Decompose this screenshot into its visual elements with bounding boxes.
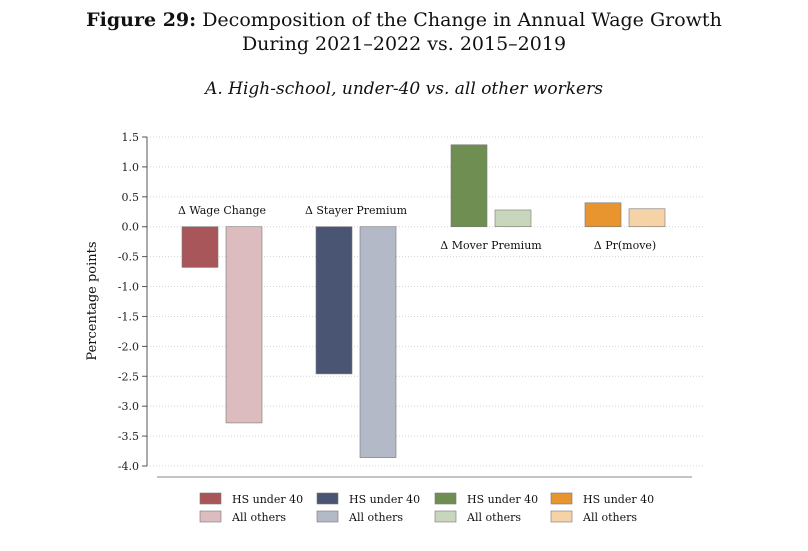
bar-1-hs-under-40: [181, 226, 219, 268]
legend-label: HS under 40: [467, 493, 538, 506]
bar-2-all-others: [359, 226, 397, 458]
y-tick-label: -3.0: [118, 400, 139, 413]
figure-title: Figure 29: Decomposition of the Change i…: [0, 8, 808, 56]
legend-swatch-3-2: [434, 510, 457, 523]
y-tick-label: -2.5: [118, 370, 139, 383]
legend-swatch-1-2: [199, 510, 222, 523]
y-tick-label: -1.5: [118, 310, 139, 323]
legend-swatch-2-2: [316, 510, 339, 523]
bar-3-hs-under-40: [450, 144, 488, 228]
legend-label: All others: [582, 511, 637, 524]
y-tick-label: 1.0: [122, 161, 140, 174]
legend-label: All others: [466, 511, 521, 524]
y-tick-label: -3.5: [118, 430, 139, 443]
y-tick-label: 0.5: [122, 191, 140, 204]
bar-4-hs-under-40: [584, 202, 622, 228]
figure-label: Figure 29:: [86, 9, 197, 31]
legend-swatch-4-1: [550, 492, 573, 505]
y-tick-label: 0.0: [122, 221, 140, 234]
legend-label: All others: [231, 511, 286, 524]
bar-4-all-others: [628, 208, 666, 228]
legend-label: HS under 40: [583, 493, 654, 506]
group-label-3: Δ Mover Premium: [440, 239, 542, 252]
figure-title-line2: During 2021–2022 vs. 2015–2019: [241, 33, 567, 55]
bar-2-hs-under-40: [315, 226, 353, 375]
y-tick-label: -2.0: [118, 340, 139, 353]
figure-title-line1: Decomposition of the Change in Annual Wa…: [202, 9, 722, 31]
y-tick-label: -4.0: [118, 460, 139, 473]
bar-3-all-others: [494, 209, 532, 228]
y-axis-label: Percentage points: [85, 241, 100, 360]
group-label-2: Δ Stayer Premium: [305, 204, 408, 217]
legend-swatch-3-1: [434, 492, 457, 505]
y-tick-label: 1.5: [122, 131, 140, 144]
legend-swatch-1-1: [199, 492, 222, 505]
y-tick-label: -0.5: [118, 251, 139, 264]
legend-swatch-4-2: [550, 510, 573, 523]
group-label-1: Δ Wage Change: [178, 204, 266, 217]
legend-label: HS under 40: [232, 493, 303, 506]
bar-1-all-others: [225, 226, 263, 424]
legend-swatch-2-1: [316, 492, 339, 505]
group-label-4: Δ Pr(move): [594, 239, 656, 252]
y-tick-label: -1.0: [118, 281, 139, 294]
legend-label: All others: [348, 511, 403, 524]
chart-subtitle: A. High-school, under-40 vs. all other w…: [205, 79, 603, 99]
legend-label: HS under 40: [349, 493, 420, 506]
